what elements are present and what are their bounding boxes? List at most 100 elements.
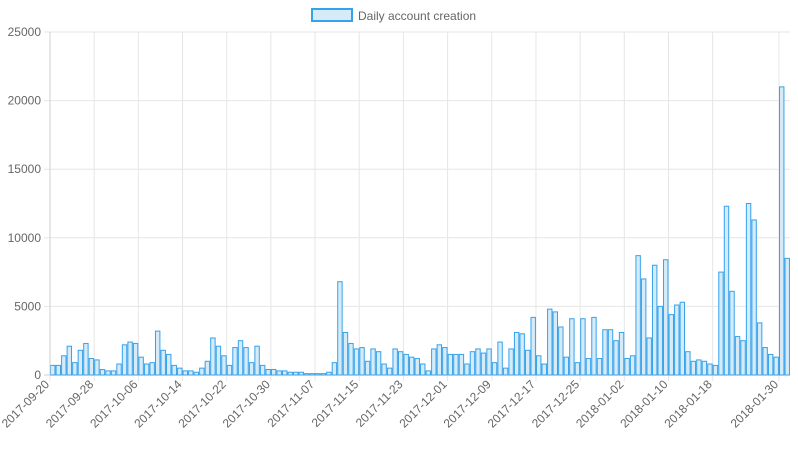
bar bbox=[530, 316, 536, 376]
bar bbox=[536, 355, 542, 376]
bar bbox=[779, 86, 785, 376]
bar bbox=[740, 340, 746, 376]
bar bbox=[784, 257, 790, 376]
x-tick-label: 2018-01-18 bbox=[661, 377, 715, 431]
bar bbox=[193, 371, 200, 376]
bar bbox=[541, 363, 547, 376]
bar bbox=[690, 360, 697, 376]
bar bbox=[232, 347, 238, 376]
bar bbox=[149, 362, 155, 376]
bar bbox=[756, 322, 763, 376]
bars-layer bbox=[50, 86, 790, 376]
x-tick-label: 2018-01-30 bbox=[728, 377, 782, 431]
bar bbox=[696, 359, 702, 376]
bar bbox=[66, 345, 73, 376]
bar bbox=[707, 363, 713, 376]
bar bbox=[381, 363, 387, 376]
y-tick-label: 0 bbox=[34, 368, 41, 382]
bar bbox=[359, 347, 365, 376]
bar bbox=[138, 356, 144, 376]
bar bbox=[607, 329, 614, 376]
bar bbox=[613, 340, 619, 376]
legend-swatch[interactable] bbox=[311, 8, 353, 22]
bar bbox=[166, 353, 172, 376]
bar bbox=[663, 259, 669, 376]
bar bbox=[674, 304, 680, 376]
bar bbox=[50, 364, 56, 376]
bar bbox=[558, 326, 564, 376]
bar bbox=[762, 347, 768, 376]
bar bbox=[591, 316, 597, 376]
bar bbox=[563, 356, 570, 376]
bar bbox=[585, 358, 592, 376]
bar bbox=[55, 364, 61, 376]
y-tick-label: 15000 bbox=[8, 162, 42, 176]
bar bbox=[331, 362, 338, 376]
bar bbox=[171, 364, 177, 376]
bar bbox=[226, 364, 233, 376]
bar bbox=[215, 345, 222, 376]
bar bbox=[348, 342, 354, 376]
bar bbox=[143, 363, 150, 376]
bar bbox=[668, 314, 674, 376]
bar bbox=[475, 348, 481, 376]
y-tick-label: 5000 bbox=[14, 299, 41, 313]
bar bbox=[701, 360, 708, 376]
bar bbox=[304, 373, 310, 376]
bar bbox=[281, 370, 288, 376]
bar bbox=[618, 331, 625, 376]
bar bbox=[99, 369, 106, 376]
bar bbox=[276, 370, 282, 376]
bar bbox=[337, 281, 343, 376]
bar bbox=[94, 359, 100, 376]
bar bbox=[442, 347, 448, 376]
bar bbox=[464, 363, 470, 376]
bar bbox=[397, 351, 404, 376]
bar bbox=[83, 342, 89, 376]
bar bbox=[188, 370, 194, 376]
bar bbox=[580, 318, 586, 376]
bar bbox=[375, 351, 382, 376]
bar bbox=[453, 353, 459, 376]
bar bbox=[177, 367, 183, 376]
bar bbox=[315, 373, 321, 376]
bar bbox=[651, 264, 658, 376]
bar bbox=[182, 370, 189, 376]
bar bbox=[237, 340, 244, 376]
bar bbox=[420, 363, 426, 376]
bar bbox=[513, 331, 520, 376]
bar bbox=[116, 363, 122, 376]
bar bbox=[679, 301, 686, 376]
legend-label[interactable]: Daily account creation bbox=[358, 9, 476, 23]
bar bbox=[243, 347, 249, 376]
bar bbox=[767, 353, 774, 376]
bar bbox=[712, 364, 719, 376]
bar bbox=[298, 371, 304, 376]
bar bbox=[392, 348, 398, 376]
bar bbox=[519, 333, 525, 376]
bar bbox=[72, 362, 78, 376]
bar bbox=[458, 353, 465, 376]
bar bbox=[629, 355, 636, 376]
legend[interactable]: Daily account creation bbox=[311, 8, 476, 23]
bar bbox=[486, 348, 492, 376]
bar bbox=[254, 345, 260, 376]
bar bbox=[640, 278, 647, 376]
bar bbox=[132, 342, 139, 376]
bar bbox=[723, 205, 730, 376]
bar bbox=[508, 348, 514, 376]
bar bbox=[502, 367, 509, 376]
bar bbox=[596, 358, 603, 376]
grid-layer bbox=[44, 31, 790, 381]
bar bbox=[221, 355, 227, 376]
bar bbox=[469, 351, 476, 376]
bar bbox=[127, 341, 133, 376]
bar bbox=[480, 352, 487, 376]
bar bbox=[88, 358, 95, 376]
bar bbox=[403, 353, 409, 376]
bar bbox=[624, 358, 630, 376]
bar bbox=[259, 364, 266, 376]
bar bbox=[364, 360, 371, 376]
